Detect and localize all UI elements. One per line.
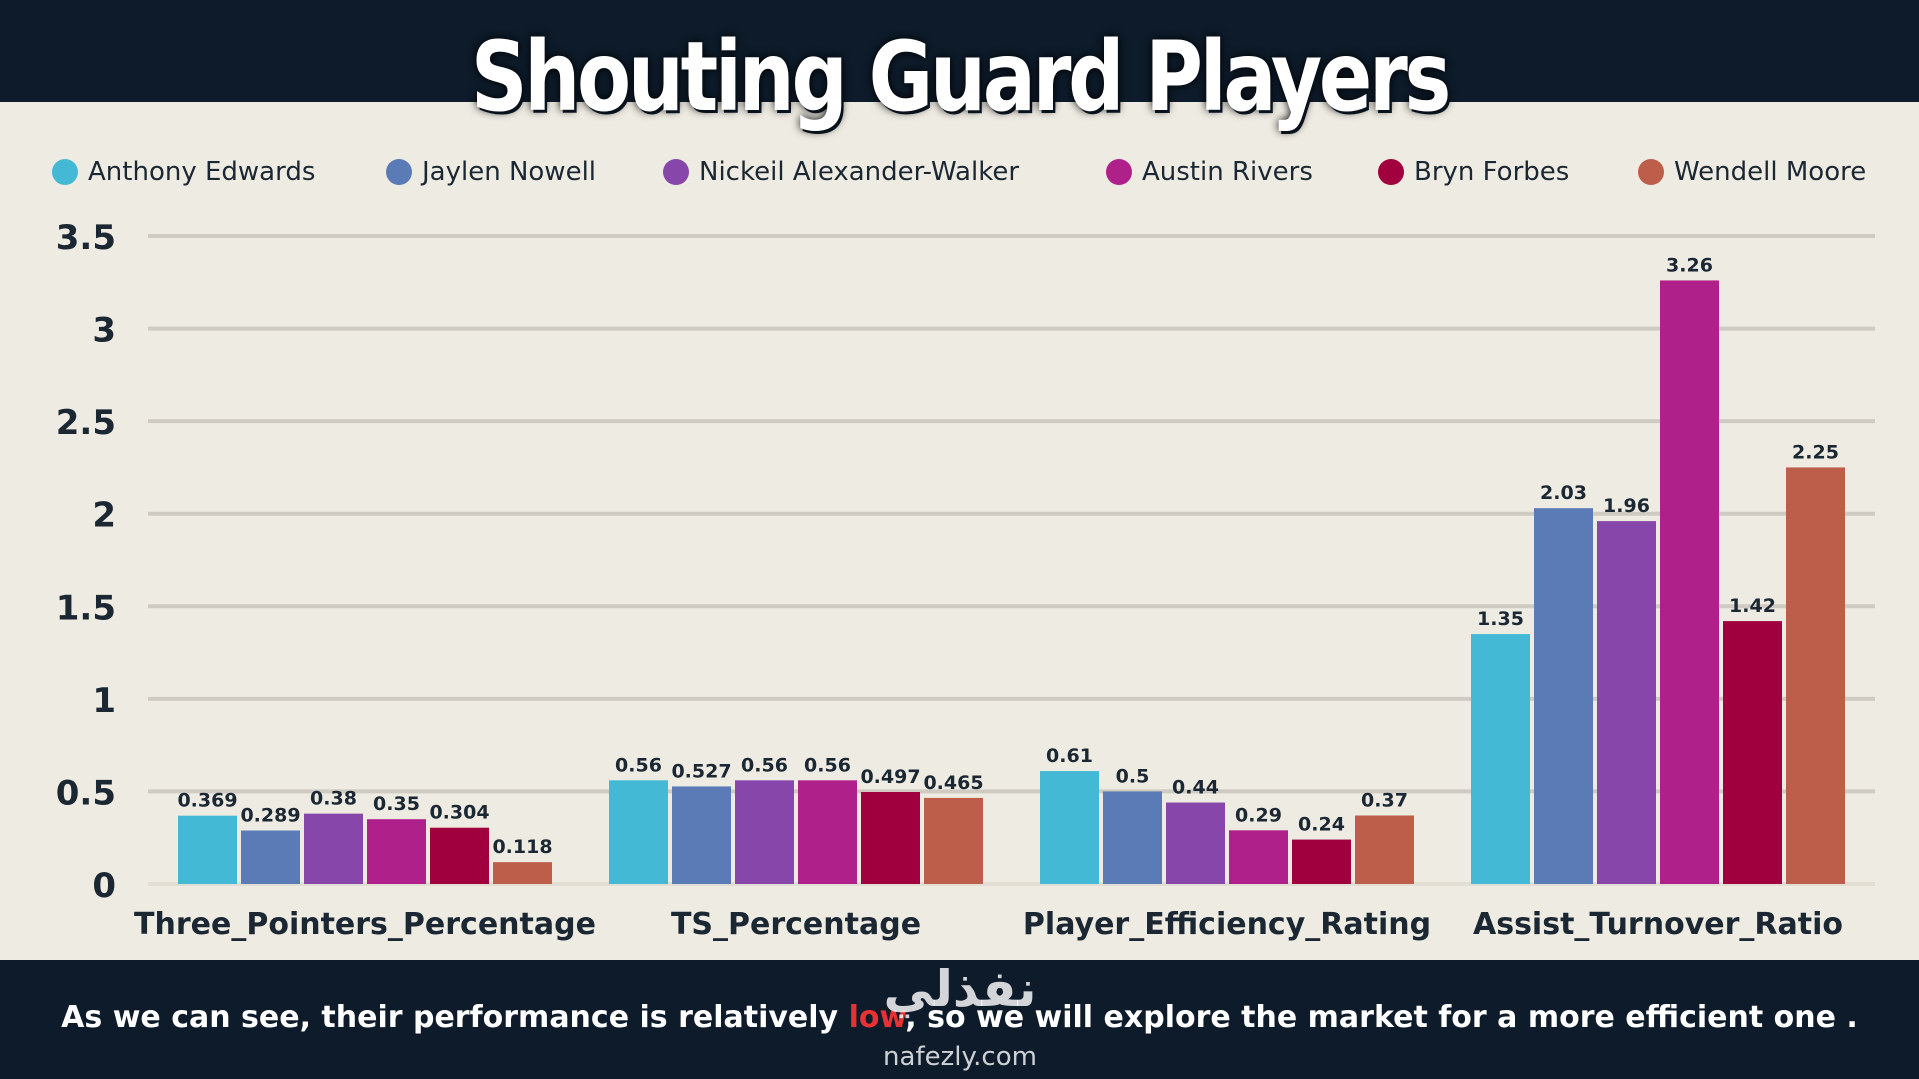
data-label: 0.56 [615, 754, 662, 776]
data-label: 0.527 [671, 760, 731, 782]
data-label: 1.42 [1729, 595, 1776, 617]
bar [367, 819, 426, 884]
x-tick-label: Player_Efficiency_Rating [1023, 907, 1431, 942]
bar [1786, 467, 1845, 884]
y-tick-label: 2.5 [56, 403, 116, 443]
bar [1166, 802, 1225, 884]
legend-swatch [52, 159, 78, 185]
bar [1292, 839, 1351, 884]
legend-label: Anthony Edwards [88, 157, 316, 187]
data-label: 0.44 [1172, 777, 1219, 799]
title-band [0, 0, 1919, 102]
bar [430, 827, 489, 884]
y-tick-label: 0.5 [56, 773, 116, 813]
legend-swatch [663, 159, 689, 185]
caption-text-before: As we can see, their performance is rela… [61, 1000, 849, 1035]
caption: As we can see, their performance is rela… [0, 1000, 1919, 1035]
x-tick-label: Assist_Turnover_Ratio [1473, 907, 1843, 942]
data-label: 0.38 [310, 788, 357, 810]
bar [672, 786, 731, 884]
bar [1229, 830, 1288, 884]
legend-item: Bryn Forbes [1378, 150, 1569, 194]
bar [1723, 621, 1782, 884]
y-tick-label: 3 [92, 311, 116, 351]
data-label: 0.5 [1116, 765, 1150, 787]
legend-swatch [1106, 159, 1132, 185]
data-label: 0.289 [240, 804, 300, 826]
bar [798, 780, 857, 884]
y-tick-label: 3.5 [56, 218, 116, 258]
legend-label: Bryn Forbes [1414, 157, 1570, 187]
y-tick-label: 1 [92, 681, 116, 721]
bar [735, 780, 794, 884]
data-label: 0.304 [429, 802, 489, 824]
legend-item: Nickeil Alexander-Walker [663, 150, 1019, 194]
data-label: 0.61 [1046, 745, 1093, 767]
legend-item: Anthony Edwards [52, 150, 315, 194]
bar [1103, 791, 1162, 884]
bar [1534, 508, 1593, 884]
data-label: 0.118 [492, 836, 552, 858]
bar [1040, 771, 1099, 884]
data-label: 0.56 [741, 754, 788, 776]
data-label: 0.37 [1361, 789, 1408, 811]
legend-item: Austin Rivers [1106, 150, 1313, 194]
y-tick-label: 0 [92, 866, 116, 906]
legend-item: Wendell Moore [1638, 150, 1866, 194]
bar [1660, 280, 1719, 884]
legend-label: Wendell Moore [1674, 157, 1867, 187]
data-label: 2.03 [1540, 482, 1587, 504]
legend-label: Jaylen Nowell [422, 157, 597, 187]
data-label: 0.56 [804, 754, 851, 776]
data-label: 0.369 [177, 790, 237, 812]
data-label: 0.465 [923, 772, 983, 794]
data-label: 0.35 [373, 793, 420, 815]
data-label: 2.25 [1792, 441, 1839, 463]
data-label: 1.96 [1603, 495, 1650, 517]
bar [609, 780, 668, 884]
caption-text-after: , so we will explore the market for a mo… [905, 1000, 1858, 1035]
caption-highlight: low [848, 1000, 906, 1035]
data-label: 0.29 [1235, 804, 1282, 826]
bar [1597, 521, 1656, 884]
bar [241, 830, 300, 884]
y-tick-label: 2 [92, 496, 116, 536]
y-tick-label: 1.5 [56, 588, 116, 628]
data-label: 0.497 [860, 766, 920, 788]
bar [178, 815, 237, 884]
bar [1355, 815, 1414, 884]
legend-swatch [1638, 159, 1664, 185]
legend-label: Austin Rivers [1142, 157, 1313, 187]
legend-swatch [1378, 159, 1404, 185]
caption-band [0, 960, 1919, 1079]
bar [1471, 634, 1530, 884]
bar [493, 862, 552, 884]
data-label: 0.24 [1298, 814, 1345, 836]
chart-title: Shouting Guard Players [470, 21, 1452, 133]
bar [924, 797, 983, 884]
legend-item: Jaylen Nowell [386, 150, 596, 194]
bar [304, 813, 363, 884]
x-tick-label: Three_Pointers_Percentage [134, 907, 596, 942]
legend-label: Nickeil Alexander-Walker [699, 157, 1020, 187]
bar [861, 791, 920, 884]
data-label: 1.35 [1477, 608, 1524, 630]
legend-swatch [386, 159, 412, 185]
data-label: 3.26 [1666, 254, 1713, 276]
x-tick-label: TS_Percentage [671, 907, 921, 942]
